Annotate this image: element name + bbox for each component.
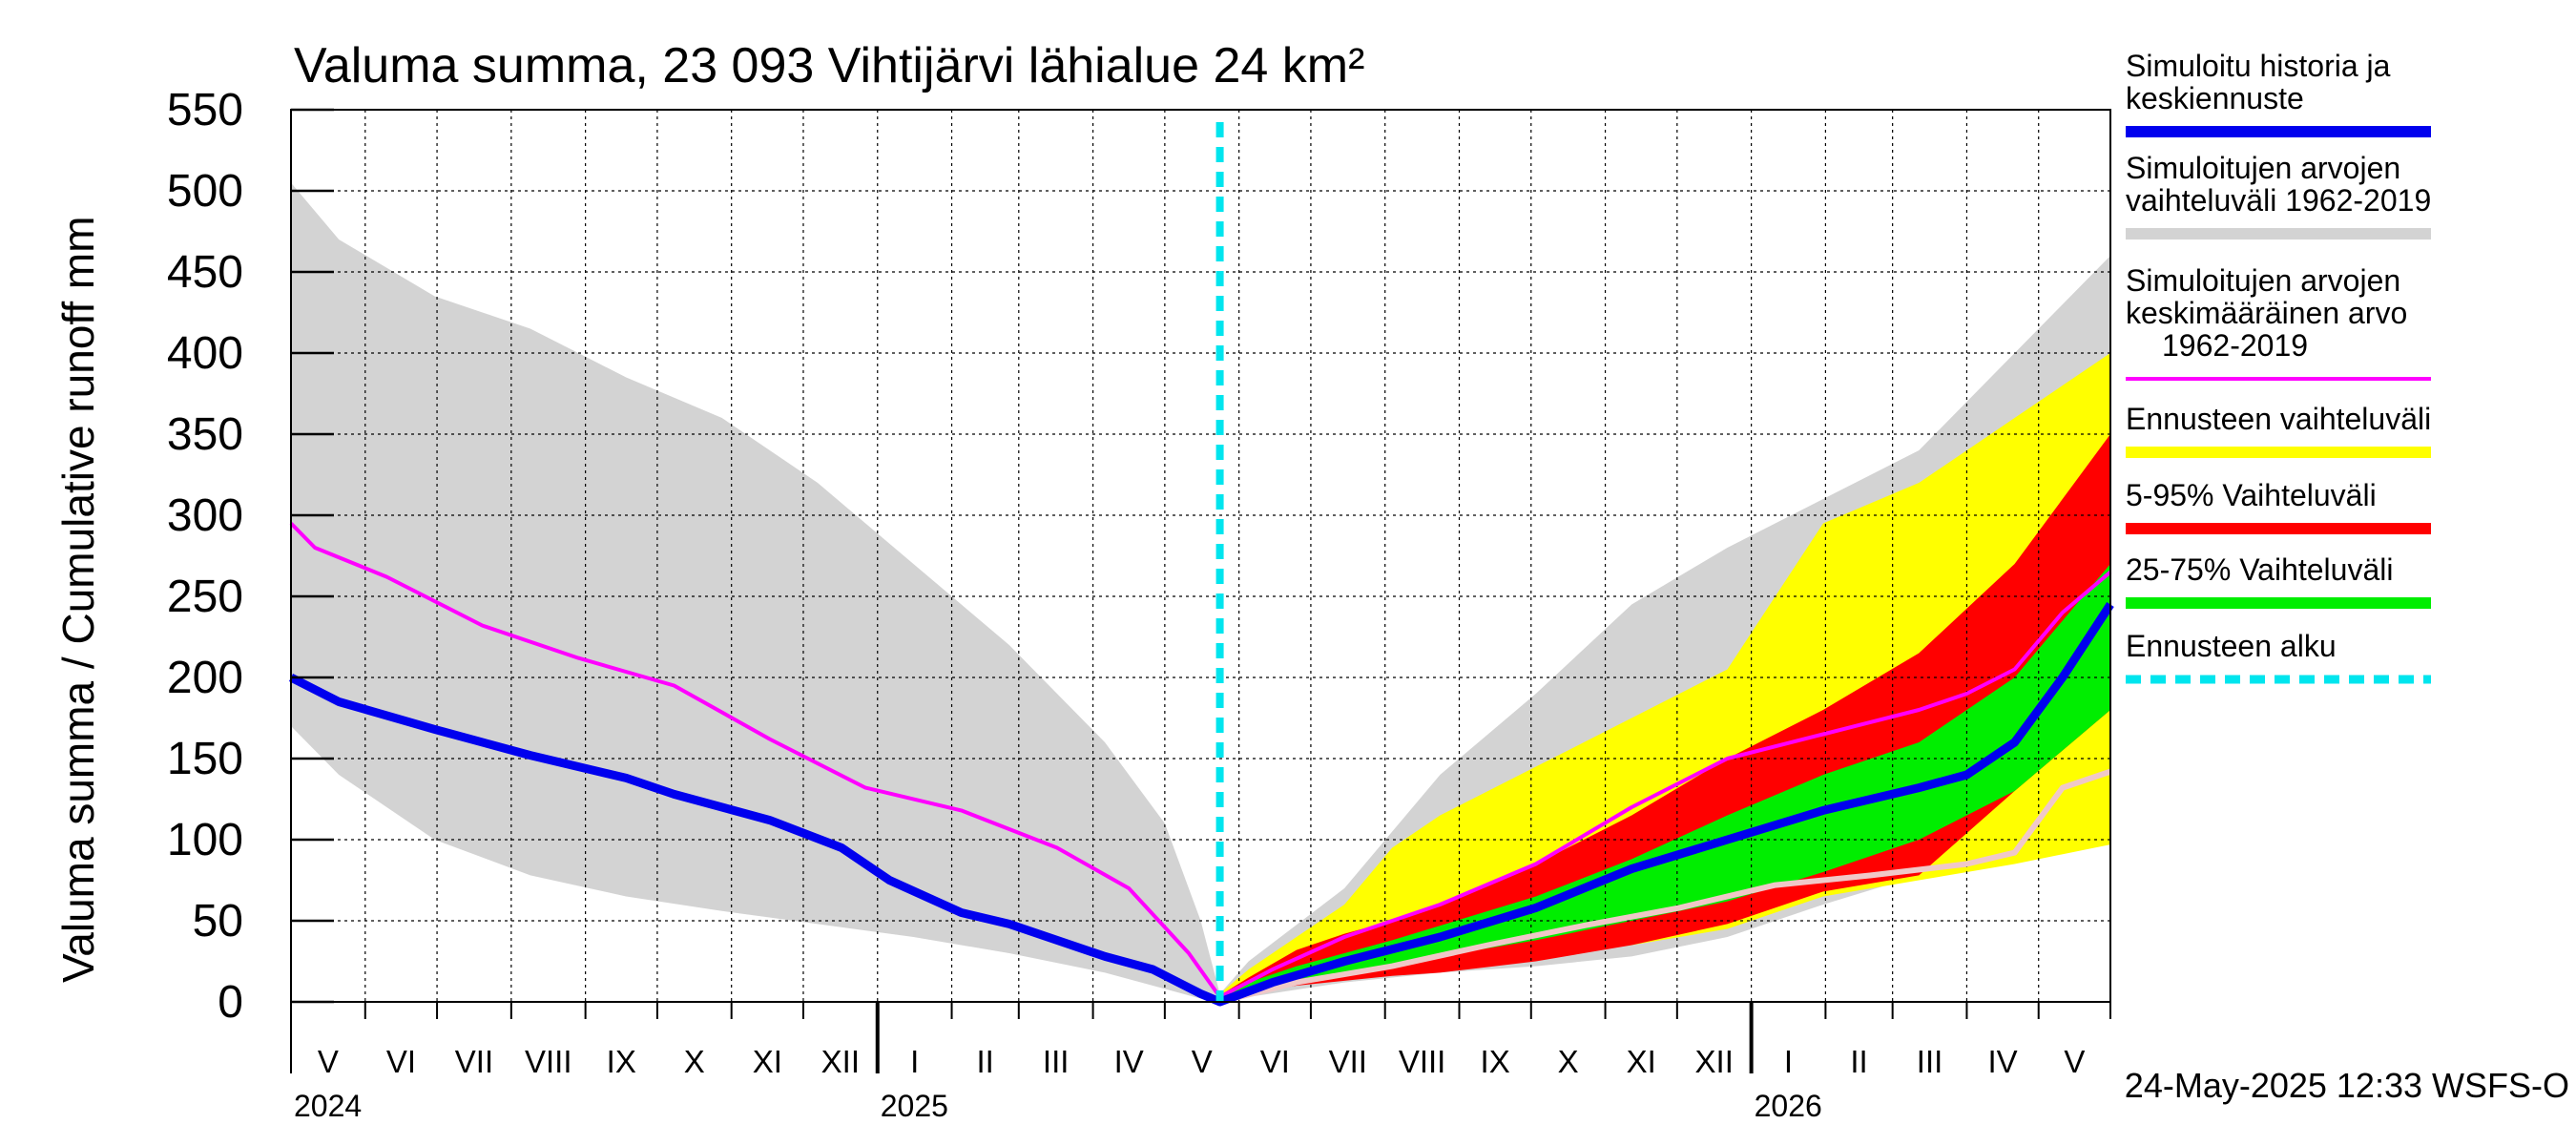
y-tick-label-5: 250 <box>167 572 243 622</box>
y-tick-labels: 0 50 100 150 200 250 300 350 400 450 500 550 <box>167 85 243 1028</box>
y-tick-label-10: 500 <box>167 166 243 217</box>
line-series-6 <box>288 602 2114 1007</box>
x-month-label-22: III <box>1917 1044 1943 1079</box>
y-tick-label-6: 300 <box>167 490 243 541</box>
x-month-label-13: VI <box>1260 1044 1290 1079</box>
x-month-label-6: XI <box>753 1044 782 1079</box>
legend-label-4: 5-95% Vaihteluväli <box>2126 478 2377 512</box>
x-month-label-23: IV <box>1987 1044 2017 1079</box>
x-month-label-8: I <box>910 1044 919 1079</box>
axes-layer <box>290 108 2111 1073</box>
legend-label-0: Simuloitu historia ja keskiennuste <box>2126 49 2391 115</box>
x-month-label-1: VI <box>386 1044 416 1079</box>
year-label-0: 2024 <box>294 1089 362 1123</box>
legend-label-5: 25-75% Vaihteluväli <box>2126 552 2393 587</box>
y-tick-label-7: 350 <box>167 409 243 460</box>
line-series-4 <box>1218 768 2111 1005</box>
x-month-label-18: XI <box>1627 1044 1656 1079</box>
x-month-label-0: V <box>318 1044 339 1079</box>
y-tick-label-8: 400 <box>167 328 243 379</box>
band-series-2 <box>1219 434 2110 1002</box>
legend-label-3: Ennusteen vaihteluväli <box>2126 402 2431 436</box>
y-tick-label-0: 0 <box>218 977 243 1028</box>
year-label-1: 2025 <box>881 1089 948 1123</box>
x-month-label-10: III <box>1043 1044 1070 1079</box>
x-month-label-20: I <box>1784 1044 1793 1079</box>
x-month-label-17: X <box>1558 1044 1579 1079</box>
timestamp-label: 24-May-2025 12:33 WSFS-O <box>2125 1066 2569 1105</box>
x-month-label-9: II <box>976 1044 993 1079</box>
y-axis-label: Valuma summa / Cumulative runoff mm <box>53 216 103 983</box>
y-tick-label-3: 150 <box>167 734 243 784</box>
legend: Simuloitu historia ja keskiennuste Simuloi… <box>2126 49 2431 684</box>
y-tick-label-11: 550 <box>167 85 243 135</box>
x-month-label-16: IX <box>1481 1044 1510 1079</box>
x-month-label-5: X <box>684 1044 705 1079</box>
legend-label-1: Simuloitujen arvojen vaihteluväli 1962-20… <box>2126 151 2431 218</box>
x-month-label-11: IV <box>1114 1044 1144 1079</box>
x-month-label-24: V <box>2064 1044 2085 1079</box>
y-tick-label-9: 450 <box>167 247 243 298</box>
x-month-labels: V VI VII VIII IX X XI XII I II III IV V VI VII VIII IX X X… <box>294 1044 2085 1123</box>
plot-frame <box>290 109 2111 1003</box>
y-tick-label-4: 200 <box>167 653 243 703</box>
legend-label-6: Ennusteen alku <box>2126 629 2337 663</box>
x-month-label-21: II <box>1850 1044 1867 1079</box>
x-month-label-19: XII <box>1695 1044 1734 1079</box>
y-tick-label-1: 50 <box>193 896 243 947</box>
chart-title: Valuma summa, 23 093 Vihtijärvi lähialue… <box>294 38 1364 94</box>
y-tick-label-2: 100 <box>167 815 243 865</box>
x-month-label-15: VIII <box>1399 1044 1446 1079</box>
x-month-label-4: IX <box>607 1044 636 1079</box>
x-month-label-14: VII <box>1329 1044 1367 1079</box>
x-month-label-12: V <box>1192 1044 1213 1079</box>
x-month-label-7: XII <box>821 1044 860 1079</box>
x-month-label-3: VIII <box>525 1044 572 1079</box>
year-label-2: 2026 <box>1755 1089 1822 1123</box>
legend-label-2: Simuloitujen arvojen keskimääräinen arvo 1… <box>2126 263 2407 363</box>
lines-layer <box>288 122 2114 1007</box>
x-month-label-2: VII <box>455 1044 493 1079</box>
